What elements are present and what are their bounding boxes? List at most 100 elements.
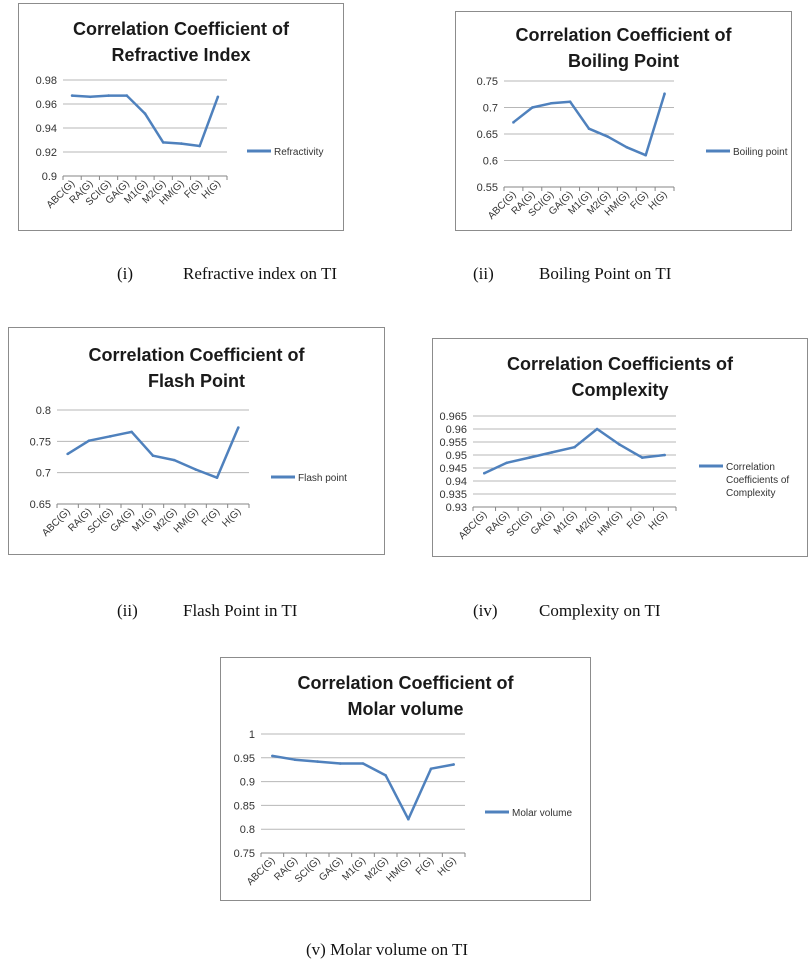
data-point: [429, 767, 433, 771]
caption-5: (v) Molar volume on TI: [306, 940, 469, 959]
y-tick-label: 0.75: [477, 76, 498, 88]
x-tick-label: H(G): [200, 178, 223, 201]
chart-flash-point: Correlation Coefficient of Flash Point 0.…: [8, 327, 385, 555]
data-point: [568, 100, 572, 103]
y-tick-label: 0.65: [477, 129, 498, 141]
data-point: [271, 754, 274, 758]
series-line: [67, 427, 240, 479]
data-point: [339, 762, 342, 765]
x-tick-label: HM(G): [172, 506, 201, 535]
x-tick-label: M1(G): [552, 509, 580, 537]
data-point: [130, 430, 133, 434]
data-point: [663, 453, 667, 457]
data-point: [143, 112, 147, 115]
data-point: [237, 426, 240, 429]
data-point: [384, 774, 387, 777]
chart-plot: 0.750.80.850.90.951ABC(G)RA(G)SCI(G)GA(G…: [234, 729, 573, 888]
data-point: [573, 445, 576, 449]
y-tick-label: 0.935: [439, 489, 467, 501]
legend-label: Molar volume: [512, 808, 572, 819]
series-line: [72, 94, 220, 148]
data-point: [505, 461, 509, 465]
data-point: [640, 456, 644, 459]
data-point: [606, 135, 610, 138]
data-point: [107, 94, 110, 97]
data-point: [198, 144, 201, 148]
y-tick-label: 0.7: [36, 468, 51, 480]
chart-title: Correlation Coefficient of Refractive Ind…: [72, 19, 289, 65]
x-tick-label: F(G): [625, 509, 647, 531]
series-line: [272, 754, 454, 821]
y-tick-label: 0.94: [446, 476, 467, 488]
y-tick-label: 0.95: [446, 450, 467, 462]
y-tick-label: 0.93: [446, 502, 467, 514]
y-tick-label: 1: [249, 729, 255, 741]
data-point: [625, 145, 629, 149]
x-tick-label: F(G): [628, 189, 650, 211]
y-tick-label: 0.95: [234, 753, 255, 765]
data-point: [316, 760, 319, 763]
chart-complexity: Correlation Coefficients of Complexity 0.…: [432, 338, 808, 557]
legend-label: Complexity: [726, 488, 775, 499]
caption-4: (iv) Complexity on TI: [473, 601, 661, 620]
y-tick-label: 0.96: [36, 99, 57, 111]
y-tick-label: 0.945: [439, 463, 467, 475]
x-tick-label: SCI(G): [293, 855, 323, 885]
data-point: [194, 468, 197, 471]
y-tick-label: 0.55: [477, 182, 498, 194]
data-point: [550, 451, 554, 454]
y-tick-label: 0.6: [483, 156, 498, 168]
x-tick-label: H(G): [220, 506, 243, 529]
x-tick-label: ABC(G): [40, 506, 73, 539]
data-point: [173, 458, 176, 462]
y-tick-label: 0.92: [36, 147, 57, 159]
caption-1: (i) Refractive index on TI: [117, 264, 338, 283]
y-tick-label: 0.9: [42, 171, 57, 183]
x-tick-label: F(G): [182, 178, 204, 200]
data-point: [125, 94, 129, 97]
data-point: [644, 153, 647, 157]
x-tick-label: F(G): [414, 855, 436, 877]
chart-boiling-point: Correlation Coefficient of Boiling Point …: [455, 11, 792, 231]
data-point: [66, 452, 69, 456]
data-point: [70, 94, 74, 97]
legend-label: Refractivity: [274, 147, 323, 158]
y-tick-label: 0.75: [234, 848, 255, 860]
data-point: [528, 456, 531, 459]
data-point: [361, 762, 365, 765]
data-point: [663, 92, 666, 96]
data-point: [531, 106, 534, 109]
series-line: [512, 93, 666, 157]
legend-label: Coefficients of: [726, 475, 789, 486]
chart-title: Correlation Coefficient of Flash Point: [88, 345, 305, 391]
y-tick-label: 0.75: [30, 436, 51, 448]
y-tick-label: 0.965: [439, 411, 467, 423]
chart-plot: 0.90.920.940.960.98ABC(G)RA(G)SCI(G)GA(G…: [36, 75, 324, 211]
legend-label: Correlation: [726, 462, 775, 473]
chart-refractive-index: Correlation Coefficient of Refractive Ind…: [18, 3, 344, 231]
x-tick-label: GA(G): [109, 506, 137, 534]
x-tick-label: M1(G): [340, 855, 368, 883]
chart-molar-volume: Correlation Coefficient of Molar volume 0…: [220, 657, 591, 901]
y-tick-label: 0.96: [446, 424, 467, 436]
x-tick-label: SCI(G): [505, 509, 535, 539]
data-point: [293, 758, 297, 762]
caption-3: (ii) Flash Point in TI: [117, 601, 298, 620]
data-point: [482, 471, 486, 475]
x-tick-label: H(G): [436, 855, 459, 878]
data-point: [595, 427, 599, 431]
chart-plot: 0.550.60.650.70.75ABC(G)RA(G)SCI(G)GA(G)…: [477, 76, 788, 222]
data-point: [87, 439, 91, 443]
legend-label: Boiling point: [733, 147, 788, 158]
x-tick-label: H(G): [647, 189, 670, 212]
x-tick-label: F(G): [200, 506, 222, 528]
data-point: [452, 763, 455, 766]
data-point: [587, 127, 591, 130]
data-point: [109, 435, 112, 438]
data-point: [216, 95, 220, 99]
y-tick-label: 0.7: [483, 103, 498, 115]
legend-label: Flash point: [298, 473, 347, 484]
y-tick-label: 0.955: [439, 437, 467, 449]
y-tick-label: 0.98: [36, 75, 57, 87]
